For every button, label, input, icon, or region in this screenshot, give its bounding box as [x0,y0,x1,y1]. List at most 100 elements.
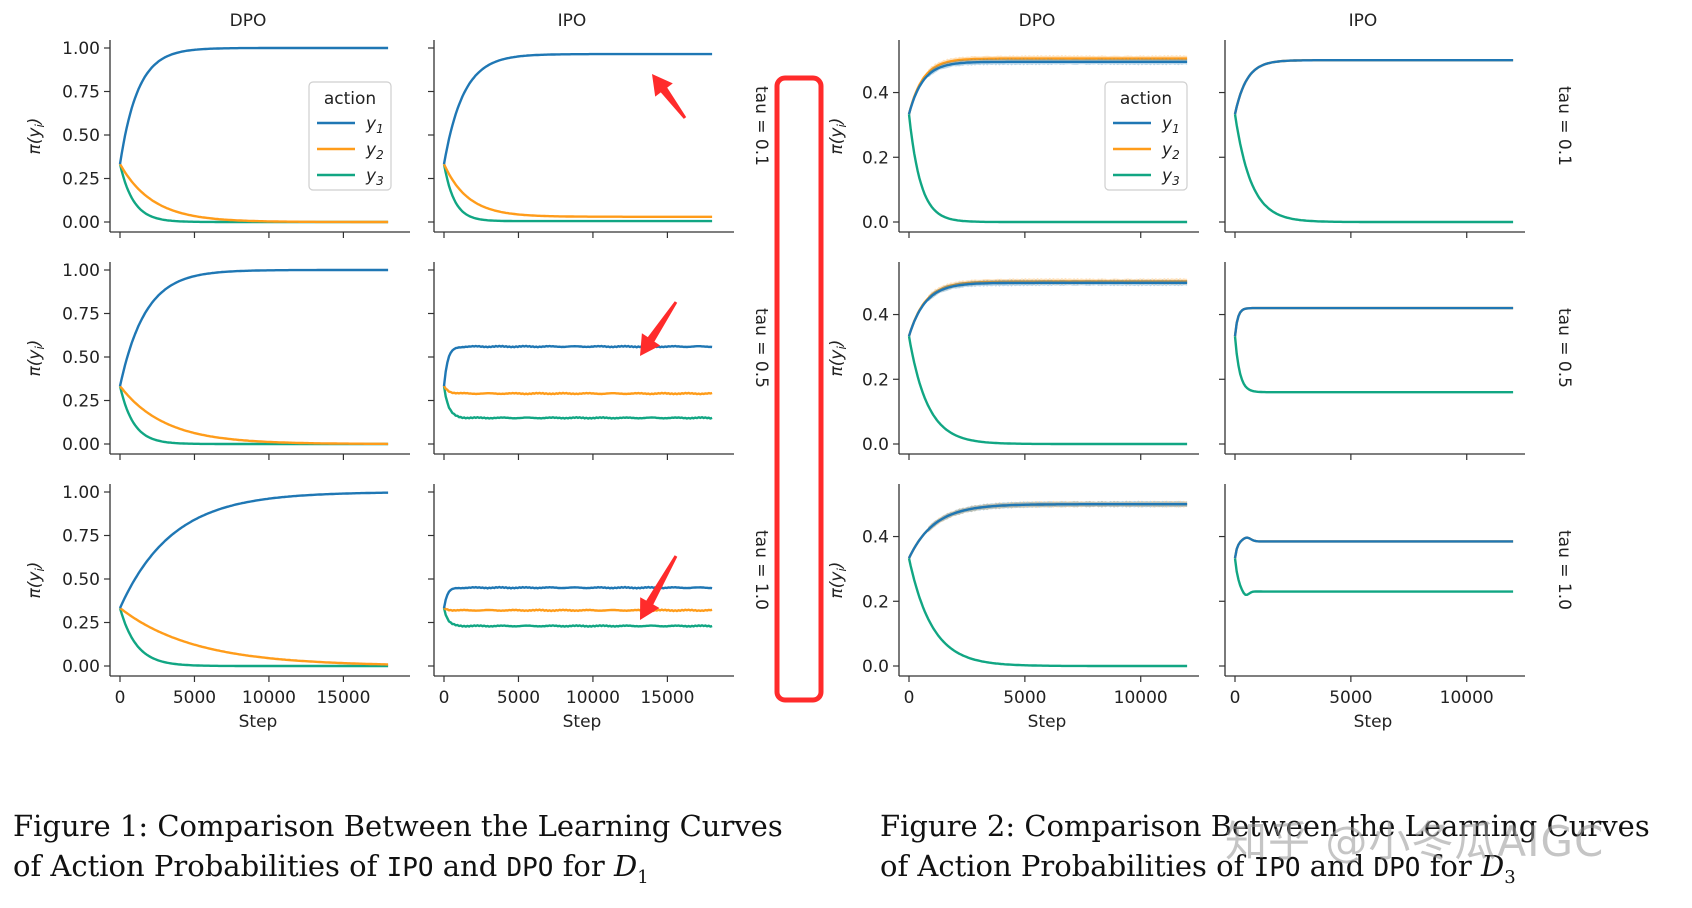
series-y3-line [442,607,713,628]
caption-ipo: IPO [386,853,434,883]
series-y1-line [118,268,389,387]
legend-entry-y3: y3 [1161,166,1180,188]
legend-entry-sub: 3 [376,174,384,188]
series-y2-line [442,163,713,218]
column-title-ipo: IPO [558,11,587,31]
x-tick-label: 15000 [316,688,370,708]
caption-and: and [1309,849,1365,883]
caption-ipo: IPO [1253,853,1301,883]
y-label-main: π(y [25,127,45,155]
caption-for: for [1429,849,1472,883]
legend-entry-sub: 2 [1172,148,1180,162]
legend-entry-y3: y3 [365,166,384,188]
panel-ipo-01: IPO tau = 0.1 [1219,11,1574,238]
caption-dataset: D [613,849,638,883]
x-tick-label: 5000 [173,688,216,708]
legend-frame [1104,81,1188,191]
red-arrow-icon [640,301,678,356]
legend-entry-main: y [365,140,377,160]
y-tick-label: 0.75 [62,305,100,325]
y-label-main: π(y [25,571,45,599]
series-y3-line [1233,558,1514,596]
caption-text: Comparison Between the Learning Curves o… [13,809,783,883]
legend-entry-sub: 1 [376,122,384,136]
panel-dpo-05: 0.00 0.25 0.50 0.75 1.00 π(yi) [25,261,410,460]
series-y2-line [907,280,1188,337]
row-label: tau = 0.1 [751,86,771,166]
highlight-annotations [640,74,824,703]
caption-dataset-sub: 1 [637,866,649,888]
series-y1-band [928,500,1188,532]
caption-and: and [442,849,498,883]
series-y2-line [119,385,389,446]
y-tick-label: 0.0 [862,213,889,233]
y-axis-label: π(yi) [25,562,47,599]
figure-1-caption: Figure 1: Comparison Between the Learnin… [13,806,793,898]
figure-canvas: 0.000.250.500.751.00DPOπ(yi)actiony1y2y3… [25,11,1574,732]
y-axis-label: π(yi) [827,118,849,155]
y-label-sub: i [33,124,47,128]
y-tick-label: 0.4 [862,306,889,326]
y-tick-label: 0.2 [862,592,889,612]
y-tick-label: 0.25 [62,614,100,634]
y-label-main: π(y [25,349,45,377]
caption-dataset-sub: 3 [1504,866,1516,888]
series-y1-line [907,281,1188,337]
series-y3-line [1233,114,1514,224]
legend-entry-y2: y2 [1161,140,1180,162]
y-tick-label: 0.50 [62,126,100,146]
y-label-main: π(y [827,571,847,599]
series-y3-line [442,163,713,223]
y-label-close: ) [827,562,847,571]
legend-entry-main: y [365,114,377,134]
caption-dpo: DPO [506,853,554,883]
x-axis-label: Step [1028,712,1067,732]
y-tick-label: 1.00 [62,261,100,281]
panel-ipo-10: 0 5000 10000 15000 Step tau = 1.0 [428,484,771,732]
x-tick-label: 5000 [1329,688,1372,708]
y-tick-label: 0.0 [862,657,889,677]
y-label-sub: i [33,568,47,572]
legend-frame [308,81,392,191]
legend-entry-main: y [1161,166,1173,186]
x-tick-label: 0 [904,688,915,708]
legend-entry-main: y [1161,114,1173,134]
y-tick-label: 1.00 [62,39,100,59]
series-y2-line [907,57,1188,115]
series-y1-line [1233,59,1514,115]
y-tick-label: 0.25 [62,170,100,190]
series-y1-line [1233,536,1514,559]
series-y2-line [1233,306,1514,337]
row-label: tau = 0.1 [1554,86,1574,166]
series-y1-line [442,585,713,609]
y-axis-label: π(yi) [25,340,47,377]
series-y2-line [442,385,713,396]
legend-entry-sub: 1 [1172,122,1180,136]
series-y3-line [118,607,389,668]
series-y1-line [442,52,713,165]
y-axis-label: π(yi) [827,340,849,377]
y-label-close: ) [25,340,45,349]
series-y1-band [928,279,1188,302]
series-y1-line [907,60,1188,115]
y-axis-label: π(yi) [827,562,849,599]
y-label-main: π(y [827,127,847,155]
y-label-close: ) [25,118,45,127]
legend-title: action [1120,89,1172,109]
x-tick-label: 0 [439,688,450,708]
y-tick-label: 0.25 [62,392,100,412]
watermark: 知乎 @小冬瓜AIGC [1225,817,1605,866]
series-y3-line [907,557,1188,668]
x-tick-label: 5000 [1003,688,1046,708]
y-label-sub: i [835,124,849,128]
series-y2-line [118,163,389,224]
y-tick-label: 0.50 [62,570,100,590]
legend-entry-y2: y2 [365,140,384,162]
x-tick-label: 10000 [566,688,620,708]
y-label-sub: i [835,346,849,350]
row-label: tau = 1.0 [1554,530,1574,610]
